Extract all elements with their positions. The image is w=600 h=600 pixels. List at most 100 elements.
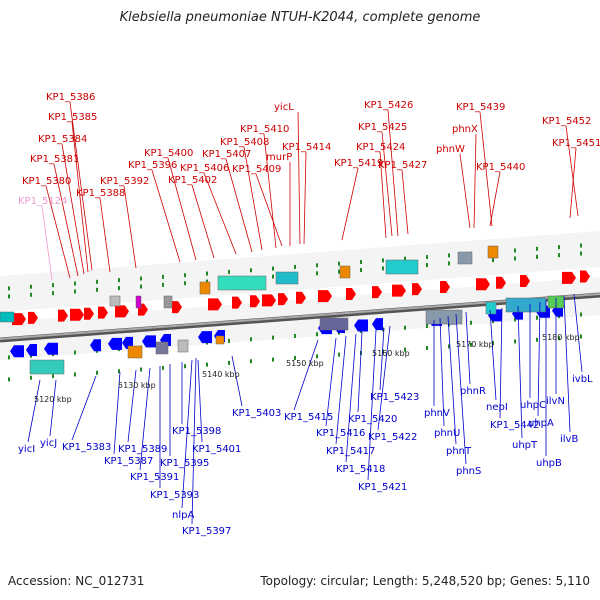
gene-label-top: yicL bbox=[274, 102, 294, 113]
leader-line bbox=[367, 329, 377, 481]
leader-line bbox=[127, 369, 137, 443]
forward-gene-box bbox=[135, 295, 142, 309]
tick-mark bbox=[228, 338, 230, 343]
tick-mark bbox=[338, 352, 340, 357]
tick-mark bbox=[96, 279, 98, 284]
gene-label-bottom: uhpB bbox=[536, 458, 562, 469]
forward-gene-arrow bbox=[520, 275, 530, 287]
gene-label-top: KP1_5396 bbox=[128, 160, 177, 171]
tick-mark bbox=[8, 286, 10, 291]
reverse-gene-arrow bbox=[108, 337, 122, 350]
forward-track-band bbox=[0, 231, 600, 312]
forward-gene-arrow bbox=[84, 307, 94, 320]
gene-label-bottom: KP1_5442 bbox=[490, 420, 539, 431]
tick-mark bbox=[448, 322, 450, 327]
gene-label-bottom: KP1_5391 bbox=[130, 472, 179, 483]
gene-label-bottom: phnR bbox=[460, 386, 486, 397]
leader-line bbox=[139, 367, 151, 471]
leader-line bbox=[325, 337, 337, 427]
gene-label-top: KP1_5427 bbox=[378, 160, 427, 171]
reverse-gene-arrow bbox=[10, 345, 24, 358]
forward-gene-box bbox=[487, 245, 499, 259]
scale-label: 5150 kbp bbox=[286, 359, 324, 368]
tick-mark bbox=[448, 261, 450, 266]
forward-gene-arrow bbox=[412, 283, 422, 296]
scale-label: 5180 kbp bbox=[542, 333, 580, 342]
gene-label-top: KP1_5124 bbox=[18, 196, 67, 207]
tick-mark bbox=[8, 377, 10, 382]
tick-mark bbox=[30, 375, 32, 380]
gene-label-top: KP1_5380 bbox=[22, 176, 71, 187]
forward-gene-box bbox=[199, 281, 211, 295]
reverse-gene-arrow bbox=[142, 335, 156, 348]
tick-mark bbox=[228, 360, 230, 365]
reverse-gene-arrow bbox=[90, 339, 101, 352]
forward-gene-arrow bbox=[232, 296, 242, 309]
scale-label: 5140 kbp bbox=[202, 370, 240, 379]
leader-lines bbox=[27, 101, 583, 525]
forward-gene-arrow bbox=[115, 305, 129, 318]
gene-label-bottom: KP1_5403 bbox=[232, 408, 281, 419]
tick-mark bbox=[514, 256, 516, 261]
forward-gene-arrow bbox=[12, 313, 26, 326]
tick-mark bbox=[316, 332, 318, 337]
leader-line bbox=[341, 167, 359, 241]
forward-gene-arrow bbox=[440, 281, 450, 293]
tick-mark bbox=[74, 350, 76, 355]
gene-label-top: KP1_5425 bbox=[358, 122, 407, 133]
tick-mark bbox=[426, 255, 428, 260]
forward-gene-arrow bbox=[580, 270, 590, 283]
leader-line bbox=[447, 315, 457, 445]
tick-mark bbox=[8, 294, 10, 299]
leader-line bbox=[473, 133, 477, 229]
tick-mark bbox=[492, 341, 494, 346]
leader-line bbox=[27, 379, 41, 443]
tick-mark bbox=[140, 276, 142, 281]
tick-mark bbox=[184, 273, 186, 278]
tick-mark bbox=[316, 354, 318, 359]
gene-label-top: KP1_5409 bbox=[232, 164, 281, 175]
leader-line bbox=[255, 173, 283, 247]
forward-gene-arrow bbox=[392, 284, 406, 297]
tick-mark bbox=[338, 261, 340, 266]
forward-gene-arrow bbox=[372, 286, 382, 299]
tick-mark bbox=[536, 337, 538, 342]
tick-mark bbox=[316, 263, 318, 268]
forward-gene-arrow bbox=[70, 308, 84, 321]
tick-mark bbox=[52, 291, 54, 296]
leader-line bbox=[293, 339, 319, 411]
gene-label-bottom: uhpC bbox=[520, 400, 546, 411]
tick-mark bbox=[382, 349, 384, 354]
leader-line bbox=[379, 151, 387, 239]
leader-line bbox=[203, 172, 237, 255]
scale-label: 5130 kbp bbox=[118, 381, 156, 390]
reverse-gene-box bbox=[319, 317, 349, 331]
gene-label-top: KP1_5439 bbox=[456, 102, 505, 113]
forward-gene-arrow bbox=[346, 288, 356, 301]
tick-mark bbox=[536, 246, 538, 251]
gene-label-top: KP1_5384 bbox=[38, 134, 87, 145]
tick-mark bbox=[360, 268, 362, 272]
gene-label-bottom: yicI bbox=[18, 444, 35, 455]
tick-mark bbox=[514, 317, 516, 322]
gene-label-top: KP1_5424 bbox=[356, 142, 405, 153]
forward-gene-box bbox=[275, 271, 299, 285]
tick-mark bbox=[52, 374, 54, 379]
gene-label-bottom: uhpA bbox=[528, 418, 554, 429]
gene-label-bottom: ilvB bbox=[560, 434, 578, 445]
leader-line bbox=[263, 133, 277, 249]
gene-label-top: KP1_5402 bbox=[168, 175, 217, 186]
leader-line bbox=[243, 146, 263, 251]
leader-line bbox=[69, 101, 93, 271]
tick-mark bbox=[250, 359, 252, 364]
leader-line bbox=[379, 327, 385, 391]
leader-line bbox=[151, 169, 181, 263]
gene-label-bottom: KP1_5416 bbox=[316, 428, 365, 439]
tick-mark bbox=[470, 320, 472, 325]
reverse-gene-arrow bbox=[44, 342, 58, 355]
leader-line bbox=[335, 335, 347, 445]
leader-line bbox=[61, 143, 85, 275]
gene-label-bottom: KP1_5383 bbox=[62, 442, 111, 453]
tick-mark bbox=[272, 335, 274, 340]
leader-line bbox=[113, 371, 121, 455]
